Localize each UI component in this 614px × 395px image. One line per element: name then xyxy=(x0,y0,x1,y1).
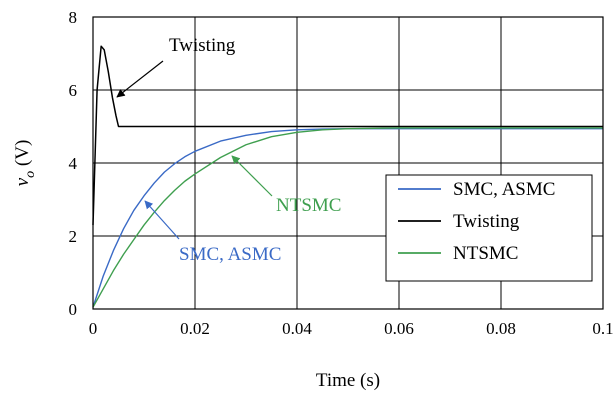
tick-labels: 0 0.02 0.04 0.06 0.08 0.1 0 2 4 6 8 xyxy=(69,8,614,338)
annotation-label-ntsmc: NTSMC xyxy=(276,195,341,216)
plot-frame xyxy=(92,16,604,310)
plot-border xyxy=(92,16,604,310)
annotations: Twisting NTSMC SMC, ASMC xyxy=(116,35,341,265)
series-line-ntsmc xyxy=(92,127,603,308)
y-tick-label: 8 xyxy=(69,8,78,27)
series-line-twisting xyxy=(92,45,603,226)
annotation-arrow-smc-asmc xyxy=(144,200,180,240)
legend-box xyxy=(385,174,593,282)
annotation-label-smc-asmc: SMC, ASMC xyxy=(179,244,281,265)
x-axis-title: Time (s) xyxy=(316,370,380,391)
x-tick-label: 0.02 xyxy=(180,319,210,338)
y-tick-label: 2 xyxy=(69,227,78,246)
x-tick-label: 0 xyxy=(89,319,98,338)
y-tick-label: 6 xyxy=(69,81,78,100)
series-lines xyxy=(92,45,603,308)
x-tick-label: 0.1 xyxy=(592,319,613,338)
annotation-label-twisting: Twisting xyxy=(169,35,236,56)
x-tick-label: 0.08 xyxy=(486,319,516,338)
annotation-arrow-ntsmc xyxy=(231,155,273,197)
y-tick-label: 4 xyxy=(69,154,78,173)
x-tick-label: 0.04 xyxy=(282,319,312,338)
legend: SMC, ASMC Twisting NTSMC xyxy=(385,174,593,282)
legend-label-ntsmc: NTSMC xyxy=(453,243,518,264)
annotation-arrow-twisting xyxy=(116,60,164,98)
series-line-smc-asmc xyxy=(92,127,603,308)
legend-label-twisting: Twisting xyxy=(453,211,520,232)
legend-label-smc-asmc: SMC, ASMC xyxy=(453,179,555,200)
x-tick-label: 0.06 xyxy=(384,319,414,338)
y-tick-label: 0 xyxy=(69,300,78,319)
y-axis-title: vo (V) xyxy=(12,140,38,187)
